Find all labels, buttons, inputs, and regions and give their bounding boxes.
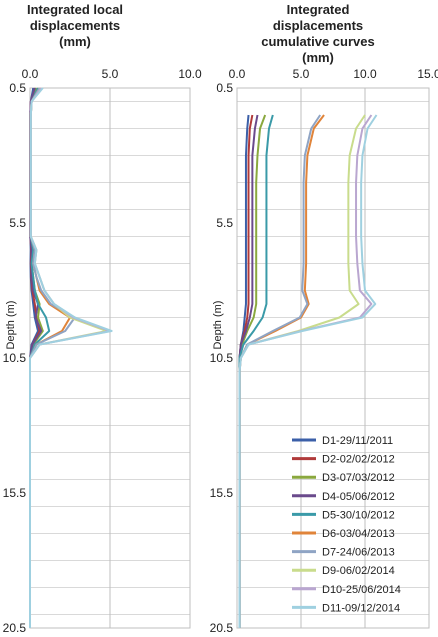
local-displacements-panel: Integrated local displacements (mm) 0.0 5… [3,2,202,635]
left-title-line-2: displacements [30,18,120,33]
right-title-line-3: cumulative curves [261,34,374,49]
legend-label: D1-29/11/2011 [322,435,393,447]
left-y-tick-label: 5.5 [9,216,26,230]
left-title-line-3: (mm) [59,34,91,49]
legend-label: D2-02/02/2012 [322,454,395,466]
right-y-ticks: 0.5 5.5 10.5 15.5 20.5 [210,81,234,635]
right-y-tick-label: 5.5 [216,216,233,230]
right-y-tick-label: 20.5 [210,621,234,635]
right-x-tick-label: 5.0 [293,67,310,81]
cumulative-curves-panel: Integrated displacements cumulative curv… [210,2,438,635]
left-x-ticks: 0.0 5.0 10.0 [22,67,202,81]
left-title-line-1: Integrated local [27,2,123,17]
right-y-tick-label: 15.5 [210,486,234,500]
left-x-tick-label: 0.0 [22,67,39,81]
right-y-tick-label: 10.5 [210,351,234,365]
left-series-lines [29,87,113,628]
right-y-axis-label: Depth (m) [212,301,224,350]
left-y-axis-label: Depth (m) [5,301,17,350]
right-plot-area [236,87,430,629]
legend-label: D10-25/06/2014 [322,584,401,596]
legend-label: D5-30/10/2012 [322,509,395,521]
right-grid [236,88,430,628]
legend-label: D4-05/06/2012 [322,491,395,503]
right-x-tick-label: 10.0 [353,67,377,81]
left-y-tick-label: 20.5 [3,621,27,635]
legend-label: D7-24/06/2013 [322,547,395,559]
right-y-tick-label: 0.5 [216,81,233,95]
right-series-lines [238,114,378,628]
legend-label: D6-03/04/2013 [322,528,395,540]
right-title-line-2: displacements [273,18,363,33]
right-title-line-4: (mm) [302,50,334,65]
left-x-tick-label: 10.0 [178,67,202,81]
right-x-tick-label: 15.0 [417,67,438,81]
right-x-tick-label: 0.0 [229,67,246,81]
left-y-tick-label: 0.5 [9,81,26,95]
legend: D1-29/11/2011 D2-02/02/2012 D3-07/03/2012 D… [292,435,401,614]
legend-label: D9-06/02/2014 [322,565,395,577]
left-y-ticks: 0.5 5.5 10.5 15.5 20.5 [3,81,27,635]
legend-label: D11-09/12/2014 [322,602,400,614]
left-x-tick-label: 5.0 [102,67,119,81]
left-y-tick-label: 15.5 [3,486,27,500]
left-y-tick-label: 10.5 [3,351,27,365]
right-title-line-1: Integrated [287,2,350,17]
right-x-ticks: 0.0 5.0 10.0 15.0 [229,67,438,81]
legend-label: D3-07/03/2012 [322,472,395,484]
left-series-line-10 [29,87,113,628]
right-series-line-10 [238,114,378,628]
